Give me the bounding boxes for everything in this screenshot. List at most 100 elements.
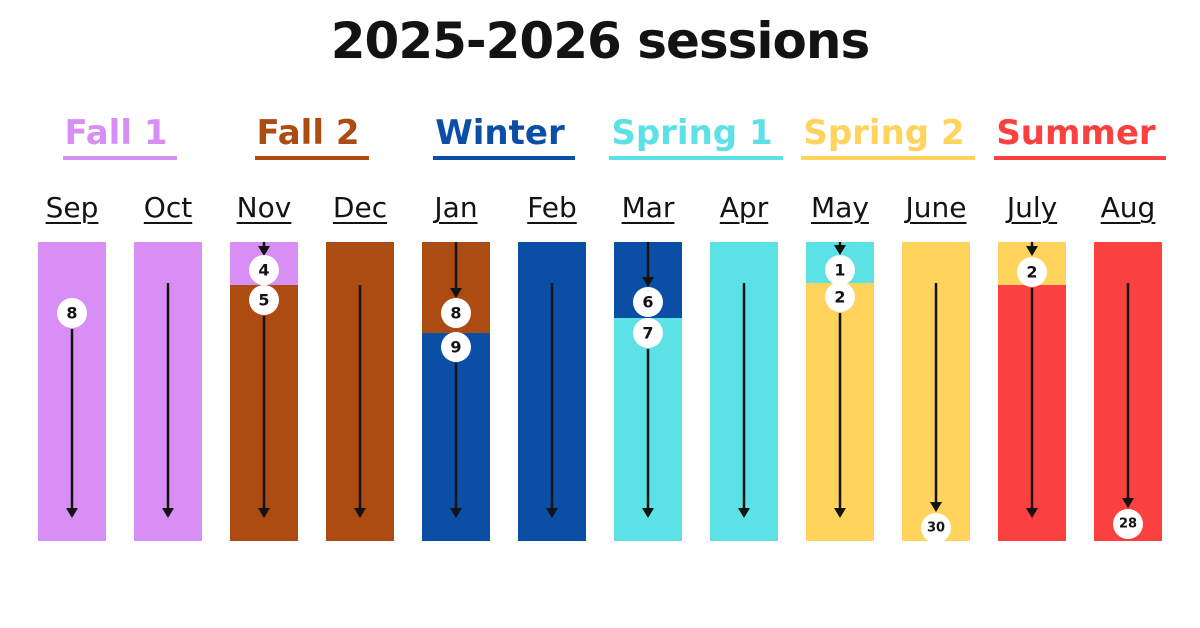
month-label-mar: Mar (600, 191, 696, 224)
date-marker: 7 (633, 318, 663, 348)
timeline-arrow-svg (738, 283, 750, 518)
session-header-fall-1: Fall 1 (24, 113, 216, 160)
timeline-arrow-svg (354, 285, 366, 518)
date-circle (57, 298, 87, 328)
timeline-arrow-svg: 30 (921, 283, 951, 541)
date-circle (441, 332, 471, 362)
month-label-july: July (984, 191, 1080, 224)
date-marker: 1 (825, 255, 855, 285)
down-arrowhead-icon (66, 508, 78, 518)
month-label-text: Dec (332, 191, 388, 224)
timeline-arrow-svg (546, 283, 558, 518)
month-bar-aug: 28 (1094, 242, 1162, 541)
session-header-label: Fall 1 (62, 113, 178, 160)
date-marker: 8 (441, 298, 471, 328)
date-marker: 28 (1113, 509, 1143, 539)
month-label-text: May (811, 191, 869, 224)
month-label-text: Oct (143, 191, 193, 224)
month-label-apr: Apr (696, 191, 792, 224)
session-header-label: Summer (994, 113, 1166, 160)
date-circle (1017, 257, 1047, 287)
bars-row: 8 4 5 8 9 6 7 1 2 30 2 28 (38, 242, 1162, 541)
timeline-arrow-svg: 8 (57, 298, 87, 518)
month-label-dec: Dec (312, 191, 408, 224)
down-arrowhead-icon (162, 508, 174, 518)
down-arrowhead-icon (642, 508, 654, 518)
date-number: 2 (834, 288, 845, 307)
down-arrowhead-icon (450, 288, 462, 298)
date-marker: 30 (921, 513, 951, 541)
month-label-row: Sep Oct Nov Dec Jan Feb Mar Apr May June July Aug (24, 191, 1176, 224)
month-bar-feb (518, 242, 586, 541)
month-label-oct: Oct (120, 191, 216, 224)
month-bar-apr (710, 242, 778, 541)
down-arrowhead-icon (1026, 508, 1038, 518)
timeline-arrow-svg: 12 (825, 242, 855, 518)
down-arrowhead-icon (930, 502, 942, 512)
timeline-arrow-svg (162, 283, 174, 518)
month-label-text: Apr (719, 191, 769, 224)
date-circle (441, 298, 471, 328)
month-bar-sep: 8 (38, 242, 106, 541)
session-header-row: Fall 1 Fall 2 Winter Spring 1 Spring 2 Summer (24, 113, 1176, 160)
session-header-spring-2: Spring 2 (792, 113, 984, 160)
date-circle (249, 255, 279, 285)
page-title: 2025-2026 sessions (330, 12, 871, 70)
month-label-text: Feb (527, 191, 577, 224)
date-number: 1 (834, 261, 845, 280)
date-circle (1113, 509, 1143, 539)
down-arrowhead-icon (834, 508, 846, 518)
session-header-spring-1: Spring 1 (600, 113, 792, 160)
month-label-text: Sep (45, 191, 99, 224)
month-bar-dec (326, 242, 394, 541)
date-number: 30 (927, 521, 945, 536)
month-label-aug: Aug (1080, 191, 1176, 224)
date-marker: 8 (57, 298, 87, 328)
session-header-summer: Summer (984, 113, 1176, 160)
date-marker: 2 (1017, 257, 1047, 287)
date-circle (633, 318, 663, 348)
down-arrowhead-icon (834, 245, 846, 255)
date-number: 5 (258, 291, 269, 310)
date-number: 6 (642, 293, 653, 312)
session-header-label: Spring 1 (609, 113, 783, 160)
date-number: 8 (66, 304, 77, 323)
down-arrowhead-icon (642, 277, 654, 287)
session-header-winter: Winter (408, 113, 600, 160)
down-arrowhead-icon (738, 508, 750, 518)
timeline-arrow-svg: 67 (633, 242, 663, 518)
date-number: 9 (450, 338, 461, 357)
month-label-nov: Nov (216, 191, 312, 224)
down-arrowhead-icon (546, 508, 558, 518)
date-marker: 6 (633, 287, 663, 317)
date-marker: 5 (249, 285, 279, 315)
month-label-text: Mar (621, 191, 675, 224)
date-number: 4 (258, 261, 269, 280)
month-label-june: June (888, 191, 984, 224)
month-label-text: July (1006, 191, 1058, 224)
down-arrowhead-icon (354, 508, 366, 518)
date-number: 7 (642, 324, 653, 343)
month-bar-oct (134, 242, 202, 541)
session-header-label: Winter (433, 113, 575, 160)
timeline-arrow-svg: 45 (249, 242, 279, 518)
date-number: 2 (1026, 263, 1037, 282)
month-label-text: Jan (434, 191, 478, 224)
down-arrowhead-icon (258, 508, 270, 518)
date-circle (825, 255, 855, 285)
date-number: 8 (450, 304, 461, 323)
date-circle (249, 285, 279, 315)
down-arrowhead-icon (450, 508, 462, 518)
timeline-arrow-svg: 2 (1017, 242, 1047, 518)
date-circle (921, 513, 951, 541)
timeline-arrow-svg: 28 (1113, 283, 1143, 539)
date-number: 28 (1119, 517, 1137, 532)
session-header-fall-2: Fall 2 (216, 113, 408, 160)
month-label-feb: Feb (504, 191, 600, 224)
session-header-label: Fall 2 (254, 113, 370, 160)
month-label-text: Nov (236, 191, 292, 224)
